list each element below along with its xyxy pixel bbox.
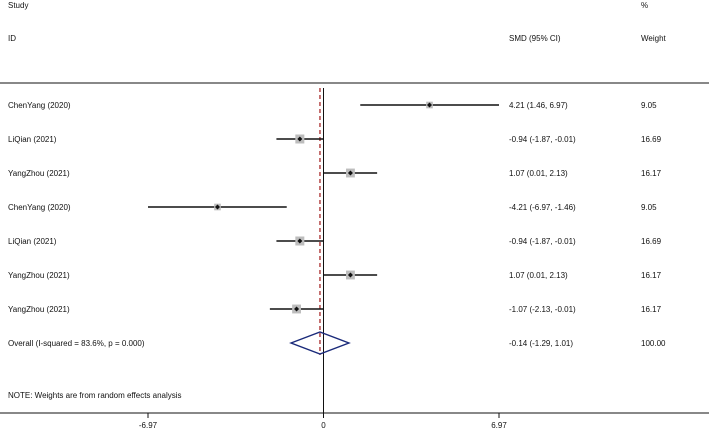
plot-marks: ChenYang (2020) 4.21 (1.46, 6.97) 9.05 LiQi…: [8, 88, 666, 413]
ci-text: -1.07 (-2.13, -0.01): [509, 305, 576, 314]
study-row: LiQian (2021) -0.94 (-1.87, -0.01) 16.69: [8, 236, 662, 246]
header-id: ID: [8, 34, 16, 43]
header-effect-label: SMD (95% CI): [509, 34, 561, 43]
study-label: ChenYang (2020): [8, 101, 71, 110]
study-label: YangZhou (2021): [8, 169, 70, 178]
weight-text: 9.05: [641, 203, 657, 212]
point-estimate: [297, 238, 303, 244]
header: Study ID SMD (95% CI) % Weight: [8, 1, 667, 43]
overall-row: Overall (I-squared = 83.6%, p = 0.000) -0…: [8, 331, 666, 355]
study-label: LiQian (2021): [8, 135, 57, 144]
study-label: YangZhou (2021): [8, 271, 70, 280]
point-estimate: [294, 306, 300, 312]
ci-text: 1.07 (0.01, 2.13): [509, 169, 568, 178]
weight-text: 16.69: [641, 135, 662, 144]
point-estimate: [427, 102, 433, 108]
study-label: LiQian (2021): [8, 237, 57, 246]
ci-text: -0.94 (-1.87, -0.01): [509, 237, 576, 246]
ci-text: -0.94 (-1.87, -0.01): [509, 135, 576, 144]
overall-weight-text: 100.00: [641, 339, 666, 348]
weight-text: 16.69: [641, 237, 662, 246]
weight-text: 16.17: [641, 271, 662, 280]
study-row: YangZhou (2021) 1.07 (0.01, 2.13) 16.17: [8, 168, 662, 178]
study-row: LiQian (2021) -0.94 (-1.87, -0.01) 16.69: [8, 134, 662, 144]
ci-text: -4.21 (-6.97, -1.46): [509, 203, 576, 212]
footnote: NOTE: Weights are from random effects an…: [8, 391, 182, 400]
point-estimate: [214, 204, 220, 210]
study-row: ChenYang (2020) 4.21 (1.46, 6.97) 9.05: [8, 101, 657, 110]
overall-diamond: [289, 331, 351, 355]
x-tick-label: 0: [321, 421, 326, 430]
weight-text: 16.17: [641, 169, 662, 178]
study-row: YangZhou (2021) 1.07 (0.01, 2.13) 16.17: [8, 270, 662, 280]
header-weight: Weight: [641, 34, 667, 43]
x-tick-label: 6.97: [491, 421, 507, 430]
x-tick-label: -6.97: [139, 421, 158, 430]
overall-ci-text: -0.14 (-1.29, 1.01): [509, 339, 573, 348]
point-estimate: [297, 136, 303, 142]
weight-text: 9.05: [641, 101, 657, 110]
header-weight-percent: %: [641, 1, 648, 10]
header-study: Study: [8, 1, 28, 10]
weight-text: 16.17: [641, 305, 662, 314]
point-estimate: [347, 272, 353, 278]
study-row: YangZhou (2021) -1.07 (-2.13, -0.01) 16.17: [8, 304, 662, 314]
ci-text: 1.07 (0.01, 2.13): [509, 271, 568, 280]
study-row: ChenYang (2020) -4.21 (-6.97, -1.46) 9.05: [8, 203, 657, 212]
point-estimate: [347, 170, 353, 176]
overall-label: Overall (I-squared = 83.6%, p = 0.000): [8, 339, 145, 348]
x-axis: -6.97 0 6.97: [139, 413, 507, 430]
study-label: ChenYang (2020): [8, 203, 71, 212]
ci-text: 4.21 (1.46, 6.97): [509, 101, 568, 110]
study-label: YangZhou (2021): [8, 305, 70, 314]
